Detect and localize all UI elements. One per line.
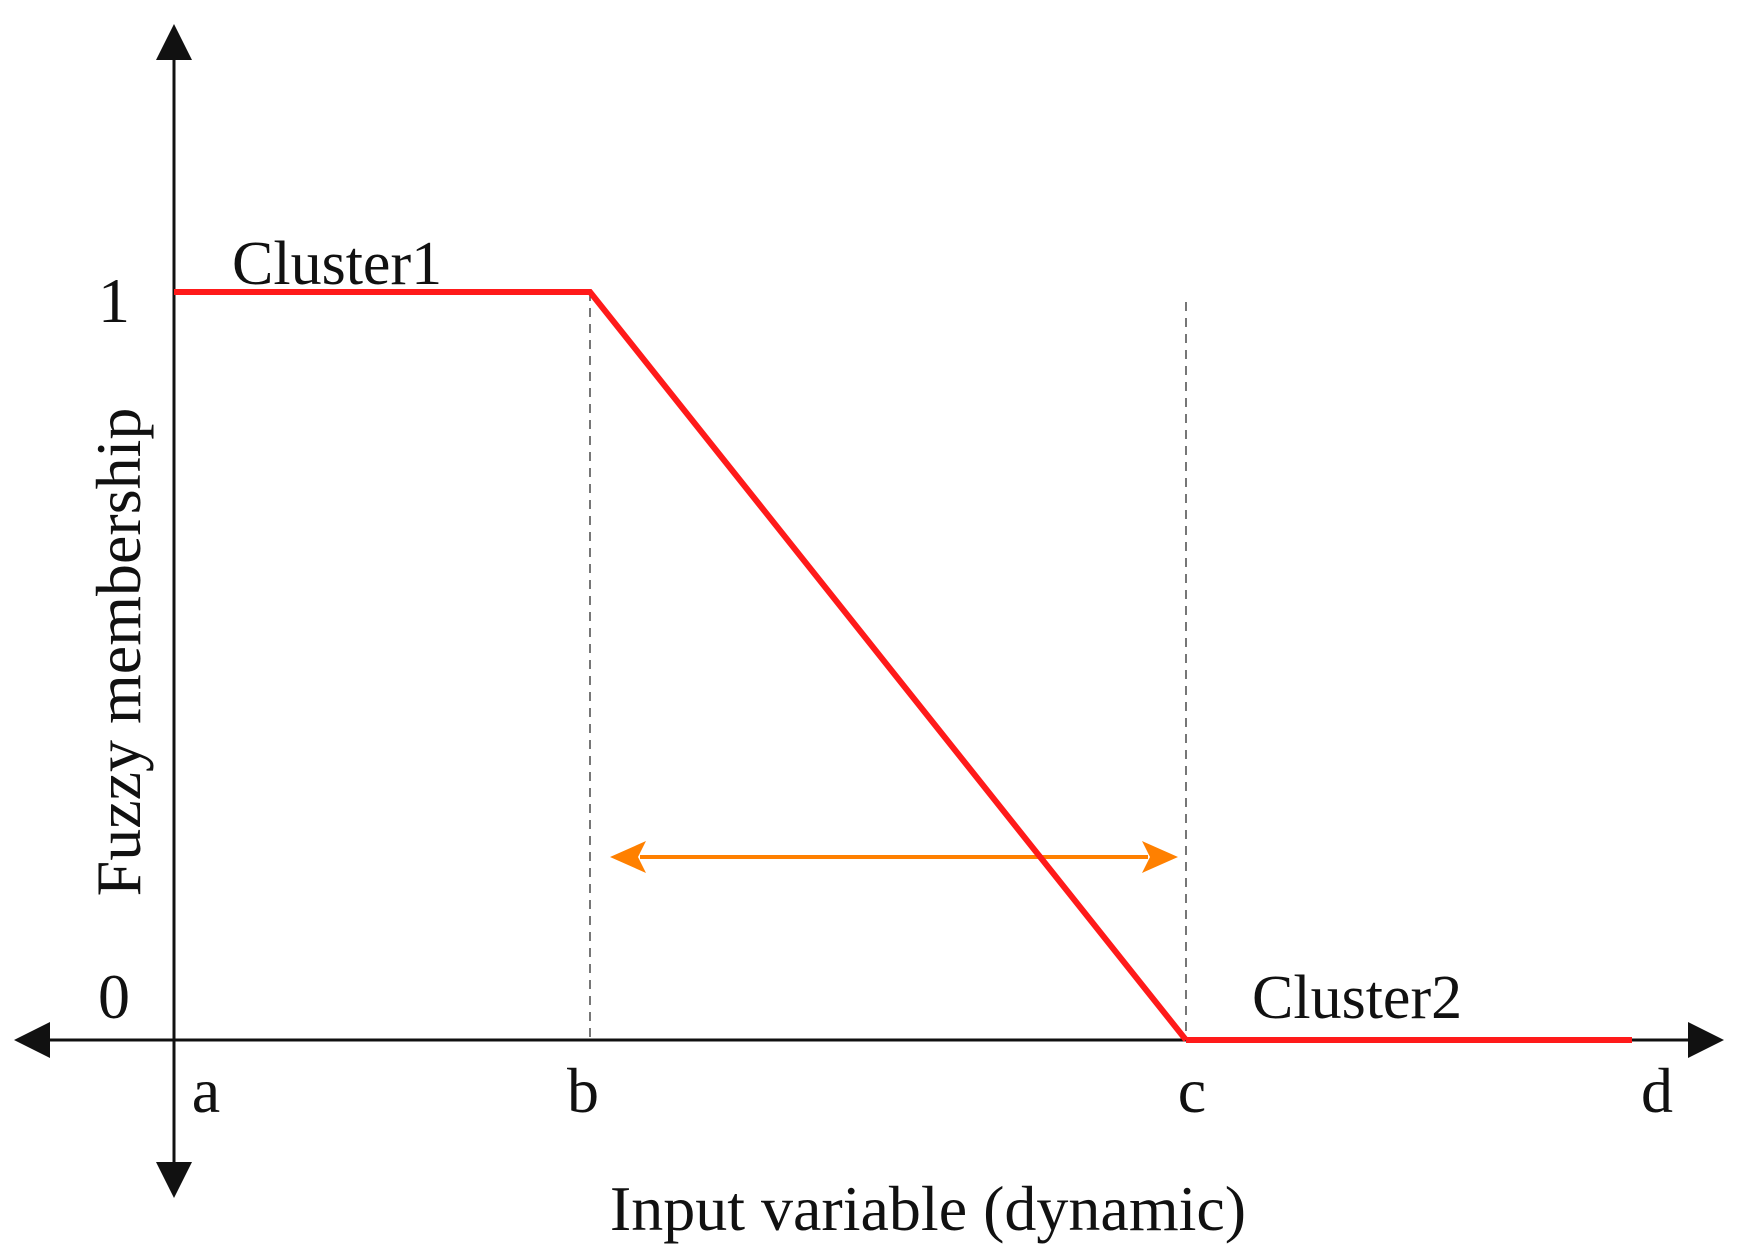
guide-lines <box>589 292 1187 1040</box>
x-axis-left-arrowhead <box>14 1022 50 1058</box>
series-label-cluster2: Cluster2 <box>1252 964 1462 1032</box>
series-label-cluster1: Cluster1 <box>232 230 442 298</box>
y-axis-bottom-arrowhead <box>156 1162 192 1198</box>
series-lines <box>174 289 1632 1043</box>
series-line-cluster1 <box>174 289 1189 1042</box>
x-tick-label-c: c <box>1178 1055 1206 1126</box>
x-tick-label-b: b <box>567 1055 599 1126</box>
span-arrow <box>610 841 1178 873</box>
x-tick-label-d: d <box>1641 1055 1673 1126</box>
axes <box>14 24 1724 1198</box>
y-axis-top-arrowhead <box>156 24 192 60</box>
y-axis-title: Fuzzy membership <box>83 408 154 897</box>
x-axis-right-arrowhead <box>1688 1022 1724 1058</box>
x-axis-title: Input variable (dynamic) <box>610 1173 1246 1244</box>
y-tick-label-0: 0 <box>98 961 130 1032</box>
span-arrow-left-head <box>610 841 646 873</box>
span-arrow-right-head <box>1142 841 1178 873</box>
x-tick-label-a: a <box>192 1055 220 1126</box>
y-tick-label-1: 1 <box>98 265 130 336</box>
